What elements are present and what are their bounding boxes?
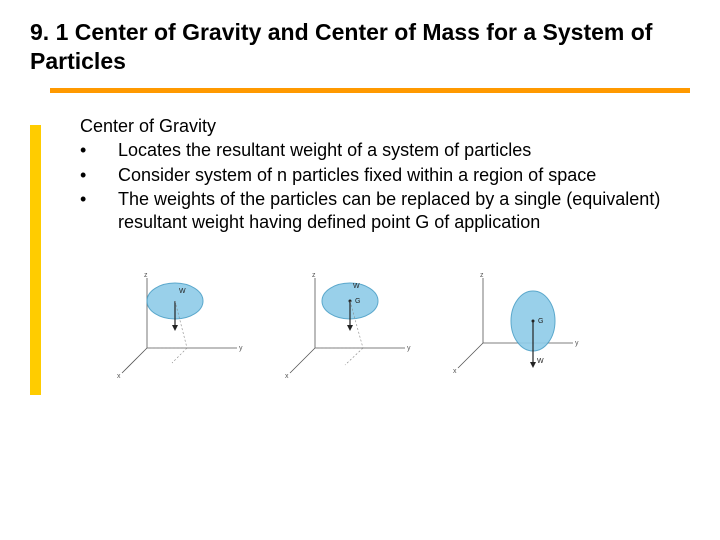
svg-text:z: z	[144, 272, 148, 279]
bullet-dot: •	[80, 139, 118, 162]
svg-text:y: y	[239, 345, 243, 352]
accent-bar	[30, 125, 41, 395]
svg-text:y: y	[407, 345, 411, 352]
bullet-text: The weights of the particles can be repl…	[118, 188, 680, 233]
bullet-list: • Locates the resultant weight of a syst…	[80, 139, 680, 233]
figure-2: z y x G W	[295, 273, 425, 383]
subtitle: Center of Gravity	[80, 115, 680, 138]
svg-text:y: y	[575, 340, 579, 347]
svg-text:G: G	[355, 298, 360, 305]
content-area: Center of Gravity • Locates the resultan…	[0, 93, 720, 234]
list-item: • The weights of the particles can be re…	[80, 188, 680, 233]
list-item: • Locates the resultant weight of a syst…	[80, 139, 680, 162]
svg-text:W: W	[537, 358, 544, 365]
svg-text:x: x	[117, 373, 121, 380]
slide-title: 9. 1 Center of Gravity and Center of Mas…	[0, 0, 720, 88]
figure-3: z y x G W	[463, 273, 593, 383]
svg-text:x: x	[453, 368, 457, 375]
figure-1: z y x W	[127, 273, 257, 383]
list-item: • Consider system of n particles fixed w…	[80, 164, 680, 187]
svg-text:z: z	[480, 272, 484, 279]
bullet-text: Consider system of n particles fixed wit…	[118, 164, 680, 187]
bullet-dot: •	[80, 188, 118, 233]
svg-text:G: G	[538, 318, 543, 325]
bullet-dot: •	[80, 164, 118, 187]
figure-row: z y x W z y x G W	[0, 273, 720, 383]
svg-text:z: z	[312, 272, 316, 279]
svg-text:W: W	[353, 283, 360, 290]
svg-text:W: W	[179, 288, 186, 295]
bullet-text: Locates the resultant weight of a system…	[118, 139, 680, 162]
svg-text:x: x	[285, 373, 289, 380]
